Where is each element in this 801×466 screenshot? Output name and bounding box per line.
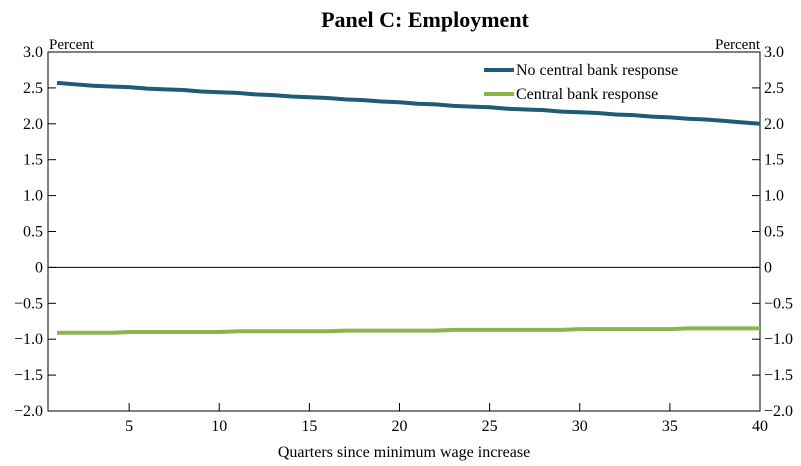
y-tick-label-right: −1.5 — [764, 367, 793, 384]
x-tick-label: 25 — [482, 418, 498, 435]
y-tick-label-left: −1.0 — [14, 331, 43, 348]
x-tick-label: 30 — [572, 418, 588, 435]
series-lines — [56, 80, 761, 335]
x-tick-label: 35 — [662, 418, 678, 435]
x-tick-label: 15 — [301, 418, 317, 435]
y-tick-label-left: −0.5 — [14, 295, 43, 312]
y-tick-label-left: −1.5 — [14, 367, 43, 384]
x-tick-label: 5 — [125, 418, 133, 435]
chart-title: Panel C: Employment — [321, 7, 529, 32]
series-line-central-bank-response — [57, 326, 760, 335]
left-unit-label: Percent — [49, 37, 95, 53]
y-tick-label-left: 1.5 — [23, 152, 43, 169]
x-axis-title: Quarters since minimum wage increase — [278, 444, 530, 461]
legend-label: No central bank response — [516, 62, 678, 79]
y-tick-label-left: 3.0 — [23, 44, 43, 61]
y-tick-label-right: 3.0 — [764, 44, 784, 61]
y-tick-label-left: 0.5 — [23, 224, 43, 241]
x-tick-label: 40 — [752, 418, 768, 435]
y-tick-label-left: −2.0 — [14, 403, 43, 420]
y-tick-label-right: 0.5 — [764, 224, 784, 241]
y-tick-label-left: 2.0 — [23, 116, 43, 133]
y-tick-label-right: 2.5 — [764, 80, 784, 97]
y-tick-label-right: −1.0 — [764, 331, 793, 348]
y-tick-label-left: 1.0 — [23, 188, 43, 205]
legend: No central bank response Central bank res… — [484, 62, 678, 103]
y-tick-label-right: 2.0 — [764, 116, 784, 133]
y-tick-label-right: −0.5 — [764, 295, 793, 312]
x-tick-label: 10 — [211, 418, 227, 435]
y-tick-label-left: 0 — [35, 259, 43, 276]
y-tick-label-right: −2.0 — [764, 403, 793, 420]
series-line-no-central-bank-response — [56, 80, 761, 126]
axis-ticks: −2.0 −2.0 −1.5 −1.5 −1.0 −1.0 −0.5 −0.5 0 0 0.5 0.5… — [14, 44, 793, 435]
plot-frame — [47, 51, 761, 412]
y-tick-label-right: 1.5 — [764, 152, 784, 169]
y-tick-label-left: 2.5 — [23, 80, 43, 97]
legend-label: Central bank response — [516, 86, 658, 103]
right-unit-label: Percent — [715, 37, 761, 53]
y-tick-label-right: 0 — [764, 259, 772, 276]
x-tick-label: 20 — [391, 418, 407, 435]
y-tick-label-right: 1.0 — [764, 188, 784, 205]
